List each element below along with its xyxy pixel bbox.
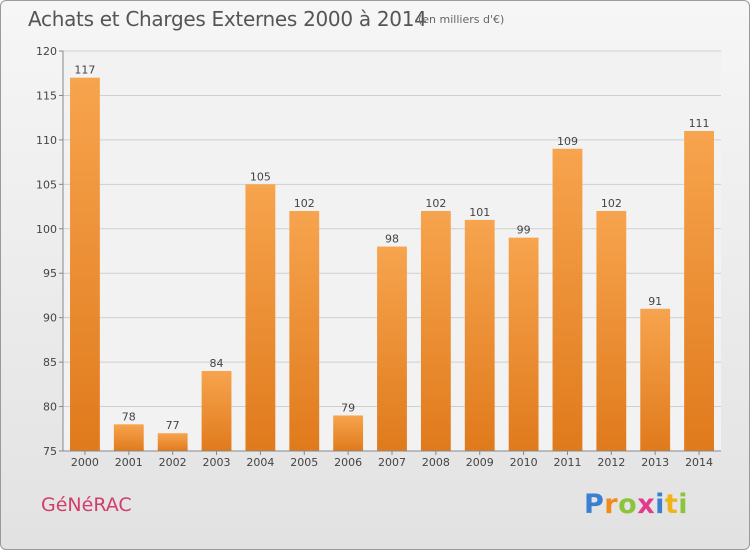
x-tick-label: 2008	[422, 456, 450, 469]
data-label: 102	[425, 197, 446, 210]
bar	[640, 308, 671, 451]
chart-unit: (en milliers d'€)	[418, 13, 505, 26]
x-tick-label: 2009	[466, 456, 494, 469]
data-label: 101	[469, 206, 490, 219]
logo-letter: r	[604, 489, 619, 520]
x-tick-label: 2004	[246, 456, 274, 469]
x-tick-label: 2007	[378, 456, 406, 469]
proxiti-logo: Proxiti	[584, 489, 688, 520]
y-tick-label: 85	[43, 356, 57, 369]
x-tick-label: 2005	[290, 456, 318, 469]
data-label: 105	[250, 170, 271, 183]
chart-title: Achats et Charges Externes 2000 à 2014	[28, 7, 427, 31]
logo-letter: o	[618, 489, 638, 520]
y-tick-label: 115	[36, 89, 57, 102]
bar	[596, 211, 627, 451]
x-tick-label: 2006	[334, 456, 362, 469]
y-tick-label: 80	[43, 401, 57, 414]
x-tick-label: 2000	[71, 456, 99, 469]
bar	[289, 211, 320, 451]
data-label: 109	[557, 135, 578, 148]
place-name: GéNéRAC	[41, 494, 132, 516]
y-tick-label: 75	[43, 445, 57, 458]
x-tick-label: 2001	[115, 456, 143, 469]
x-tick-label: 2014	[685, 456, 713, 469]
bar	[245, 184, 276, 452]
bar	[552, 148, 583, 451]
logo-letter: t	[664, 489, 679, 520]
bar	[113, 424, 144, 451]
y-tick-label: 110	[36, 134, 57, 147]
logo-letter: i	[655, 489, 665, 520]
logo-letter: x	[637, 489, 656, 520]
data-label: 77	[166, 419, 180, 432]
axes: 75 80 85 90 95 100 105 110 115 120 2000 2001 2002 200…	[36, 45, 721, 469]
x-tick-label: 2012	[597, 456, 625, 469]
data-label: 91	[648, 295, 662, 308]
data-label: 84	[210, 357, 224, 370]
data-label: 102	[601, 197, 622, 210]
bar	[508, 237, 539, 451]
bar	[157, 433, 188, 451]
bar	[377, 246, 407, 451]
bar	[201, 371, 232, 451]
bar	[420, 211, 451, 451]
x-tick-label: 2011	[553, 456, 581, 469]
data-label: 98	[385, 233, 399, 246]
y-tick-label: 120	[36, 45, 57, 58]
data-label: 111	[689, 117, 710, 130]
data-label: 78	[122, 410, 136, 423]
x-tick-label: 2002	[159, 456, 187, 469]
data-label: 79	[341, 401, 355, 414]
logo-letter: i	[678, 489, 689, 520]
bar	[70, 77, 100, 452]
bars: 117 78 77 84 105 102 79 98 102 101 99 109 102 91 111	[70, 64, 714, 452]
data-label: 102	[294, 197, 315, 210]
data-label: 117	[74, 64, 95, 77]
x-tick-label: 2013	[641, 456, 669, 469]
x-tick-label: 2003	[203, 456, 231, 469]
y-tick-label: 90	[43, 312, 57, 325]
bar	[333, 415, 364, 451]
logo-letter: P	[584, 489, 605, 520]
x-tick-label: 2010	[510, 456, 538, 469]
data-label: 99	[517, 224, 531, 237]
bar	[684, 131, 714, 451]
y-tick-label: 95	[43, 267, 57, 280]
bar	[464, 219, 495, 451]
y-tick-label: 100	[36, 223, 57, 236]
y-tick-label: 105	[36, 178, 57, 191]
